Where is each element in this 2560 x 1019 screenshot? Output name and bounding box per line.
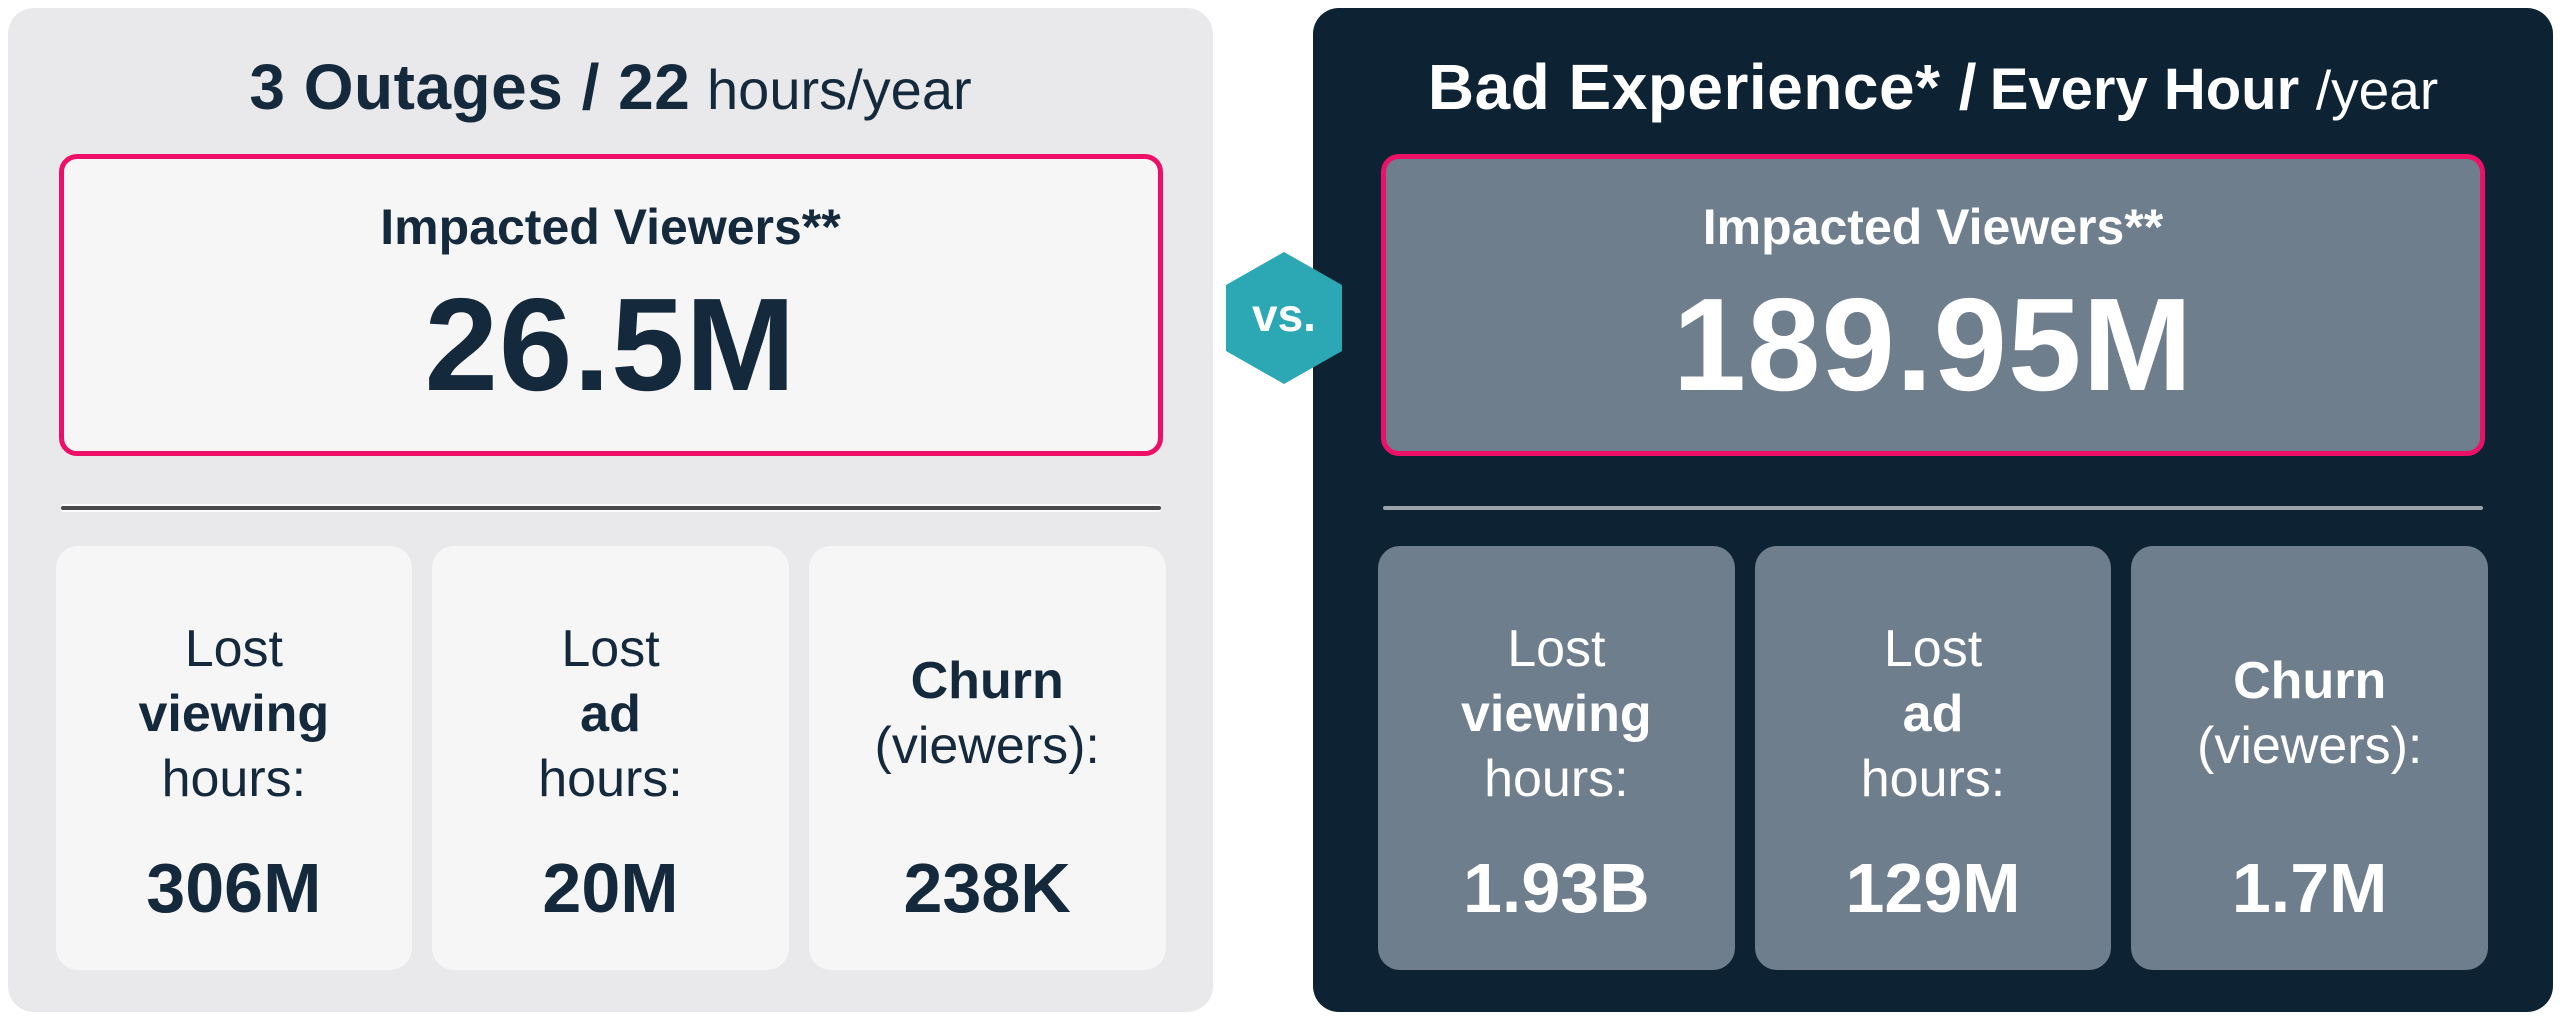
lost-ad-hours-card: Lost ad hours: 129M: [1754, 546, 2112, 970]
impacted-viewers-value: 26.5M: [424, 271, 797, 418]
impacted-viewers-label: Impacted Viewers**: [380, 199, 841, 255]
lost-viewing-hours-value: 306M: [146, 849, 322, 927]
right-divider: [1383, 506, 2483, 510]
lost-ad-hours-value: 20M: [542, 849, 679, 927]
label-line: Lost: [1507, 619, 1606, 678]
lost-viewing-hours-card: Lost viewing hours: 1.93B: [1378, 546, 1735, 970]
lost-viewing-hours-value: 1.93B: [1462, 849, 1650, 927]
bad-experience-panel: Bad Experience* / Every Hour /year Impac…: [1313, 8, 2553, 1012]
label-line: (viewers):: [874, 717, 1100, 775]
label-line: Lost: [561, 619, 660, 678]
label-line: ad: [580, 684, 641, 743]
outages-metric-cards: Lost viewing hours: 306M Lost ad hours: …: [55, 546, 1166, 970]
lost-ad-hours-card: Lost ad hours: 20M: [432, 546, 789, 970]
label-line: (viewers):: [2197, 717, 2423, 775]
churn-card: Churn (viewers): 1.7M: [2131, 546, 2489, 970]
lost-viewing-hours-label: Lost viewing hours:: [1386, 576, 1727, 852]
bad-experience-title-secondary: Every Hour: [1989, 57, 2300, 122]
bad-experience-title-primary: Bad Experience* /: [1427, 51, 1978, 123]
churn-card: Churn (viewers): 238K: [808, 546, 1166, 970]
lost-ad-hours-label: Lost ad hours:: [1763, 576, 2104, 852]
label-line: Lost: [1883, 619, 1983, 678]
label-line: hours:: [1484, 749, 1629, 808]
vs-badge: vs.: [1226, 252, 1342, 384]
label-line: Churn: [2233, 652, 2387, 710]
churn-label: Churn (viewers):: [2139, 576, 2480, 852]
bad-experience-title: Bad Experience* / Every Hour /year: [1313, 8, 2553, 126]
lost-ad-hours-value: 129M: [1845, 849, 2021, 927]
bad-experience-metric-cards: Lost viewing hours: 1.93B Lost ad hours:…: [1378, 546, 2489, 970]
bad-experience-title-tertiary: /year: [2315, 59, 2439, 121]
label-line: viewing: [1460, 684, 1652, 743]
churn-value: 238K: [903, 849, 1071, 927]
label-line: ad: [1902, 684, 1964, 743]
label-line: Churn: [910, 652, 1064, 710]
outages-panel: 3 Outages / 22 hours/year Impacted Viewe…: [8, 8, 1213, 1012]
label-line: hours:: [1860, 749, 2006, 808]
outages-title-secondary: hours/year: [707, 58, 972, 121]
bad-experience-impacted-viewers-box: Impacted Viewers** 189.95M: [1381, 154, 2485, 456]
vs-label: vs.: [1252, 289, 1316, 341]
churn-value: 1.7M: [2231, 849, 2388, 927]
left-divider: [60, 506, 1161, 510]
lost-ad-hours-label: Lost ad hours:: [440, 576, 781, 852]
impacted-viewers-label: Impacted Viewers**: [1702, 199, 2164, 255]
label-line: viewing: [138, 684, 330, 743]
outages-title-primary: 3 Outages / 22: [249, 51, 691, 123]
lost-viewing-hours-card: Lost viewing hours: 306M: [55, 546, 413, 970]
impacted-viewers-value: 189.95M: [1672, 271, 2194, 418]
churn-label: Churn (viewers):: [817, 576, 1158, 852]
lost-viewing-hours-label: Lost viewing hours:: [64, 576, 405, 852]
label-line: Lost: [184, 619, 283, 678]
label-line: hours:: [161, 749, 307, 808]
outages-title: 3 Outages / 22 hours/year: [8, 8, 1213, 126]
label-line: hours:: [538, 749, 683, 808]
outages-impacted-viewers-box: Impacted Viewers** 26.5M: [58, 154, 1163, 456]
